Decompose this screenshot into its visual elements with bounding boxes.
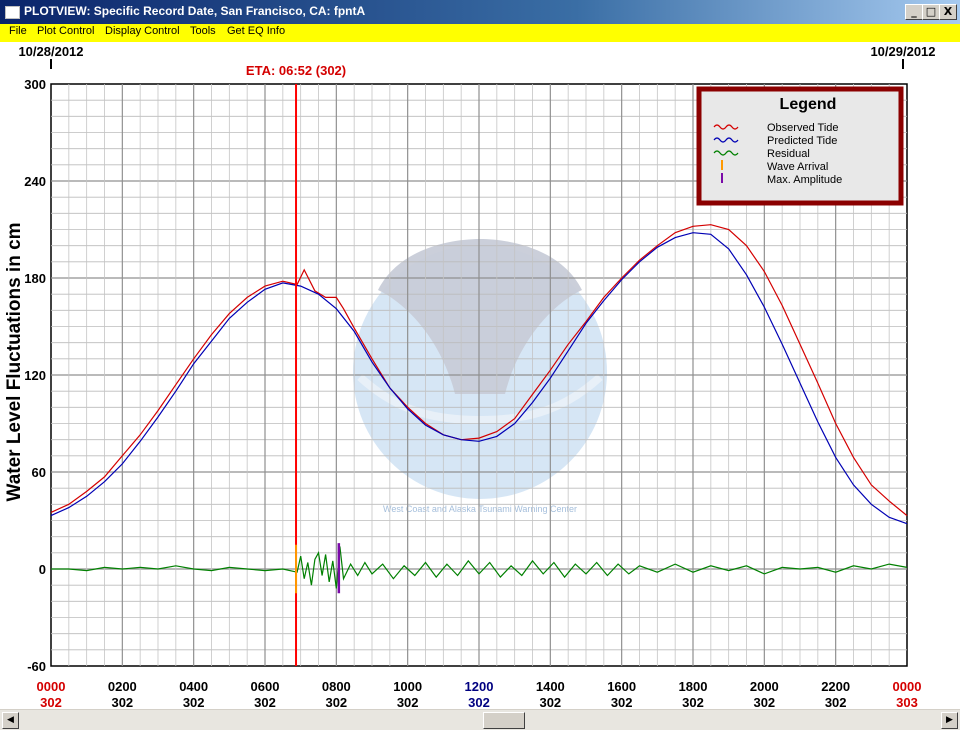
x-tick-time: 1800 [679, 679, 708, 694]
x-tick-time: 0000 [893, 679, 922, 694]
menu-display-control[interactable]: Display Control [105, 25, 180, 37]
x-tick-time: 0800 [322, 679, 351, 694]
x-tick-time: 0000 [37, 679, 66, 694]
y-tick-label: -60 [27, 659, 46, 674]
legend-marker [713, 137, 739, 143]
legend-entry-label: Observed Tide [767, 122, 839, 134]
scroll-thumb[interactable] [483, 712, 525, 729]
app-icon [5, 6, 20, 19]
series-predicted-tide [50, 232, 908, 525]
series-residual [51, 546, 908, 589]
y-tick-label: 180 [24, 271, 46, 286]
x-tick-day: 302 [611, 695, 633, 709]
x-tick-day: 302 [539, 695, 561, 709]
x-tick-day: 303 [896, 695, 918, 709]
x-tick-time: 1400 [536, 679, 565, 694]
x-tick-day: 302 [40, 695, 62, 709]
menu-plot-control[interactable]: Plot Control [37, 25, 95, 37]
x-tick-time: 1200 [465, 679, 494, 694]
legend-entry-label: Max. Amplitude [767, 174, 842, 186]
x-tick-time: 1000 [393, 679, 422, 694]
legend-marker [713, 150, 739, 156]
x-tick-day: 302 [111, 695, 133, 709]
y-tick-label: 60 [32, 465, 46, 480]
x-tick-time: 2200 [821, 679, 850, 694]
menu-file[interactable]: File [9, 25, 27, 37]
date-left-label: 10/28/2012 [18, 44, 83, 59]
x-tick-time: 2000 [750, 679, 779, 694]
eta-label: ETA: 06:52 (302) [246, 63, 346, 78]
title-bar: PLOTVIEW: Specific Record Date, San Fran… [0, 0, 960, 24]
x-tick-time: 1600 [607, 679, 636, 694]
maximize-button[interactable]: □ [922, 4, 940, 20]
legend-entry-label: Wave Arrival [767, 161, 828, 173]
x-tick-day: 302 [753, 695, 775, 709]
date-right-label: 10/29/2012 [870, 44, 935, 59]
x-tick-day: 302 [325, 695, 347, 709]
menu-tools[interactable]: Tools [190, 25, 216, 37]
menu-get-eq-info[interactable]: Get EQ Info [227, 25, 286, 37]
x-tick-day: 302 [682, 695, 704, 709]
y-tick-label: 240 [24, 174, 46, 189]
horizontal-scrollbar[interactable]: ◀ ▶ [0, 709, 960, 730]
x-tick-time: 0400 [179, 679, 208, 694]
legend-entry-label: Residual [767, 148, 810, 160]
close-button[interactable]: X [939, 4, 957, 20]
scroll-right-icon[interactable]: ▶ [941, 712, 958, 729]
watermark-wave [357, 374, 603, 425]
menu-bar: File Plot Control Display Control Tools … [0, 24, 960, 42]
x-tick-time: 0200 [108, 679, 137, 694]
y-axis-label: Water Level Fluctuations in cm [4, 222, 25, 501]
x-tick-day: 302 [468, 695, 490, 709]
x-tick-day: 302 [397, 695, 419, 709]
watermark-text: West Coast and Alaska Tsunami Warning Ce… [383, 504, 577, 514]
x-tick-day: 302 [825, 695, 847, 709]
legend-title: Legend [780, 96, 837, 113]
y-tick-label: 0 [39, 562, 46, 577]
tide-chart: West Coast and Alaska Tsunami Warning Ce… [0, 42, 960, 709]
y-tick-label: 300 [24, 77, 46, 92]
y-tick-label: 120 [24, 368, 46, 383]
scroll-left-icon[interactable]: ◀ [2, 712, 19, 729]
x-tick-day: 302 [254, 695, 276, 709]
window-title: PLOTVIEW: Specific Record Date, San Fran… [24, 4, 366, 18]
x-tick-time: 0600 [251, 679, 280, 694]
minimize-button[interactable]: _ [905, 4, 923, 20]
x-tick-day: 302 [183, 695, 205, 709]
legend-marker [713, 124, 739, 130]
legend-entry-label: Predicted Tide [767, 135, 837, 147]
